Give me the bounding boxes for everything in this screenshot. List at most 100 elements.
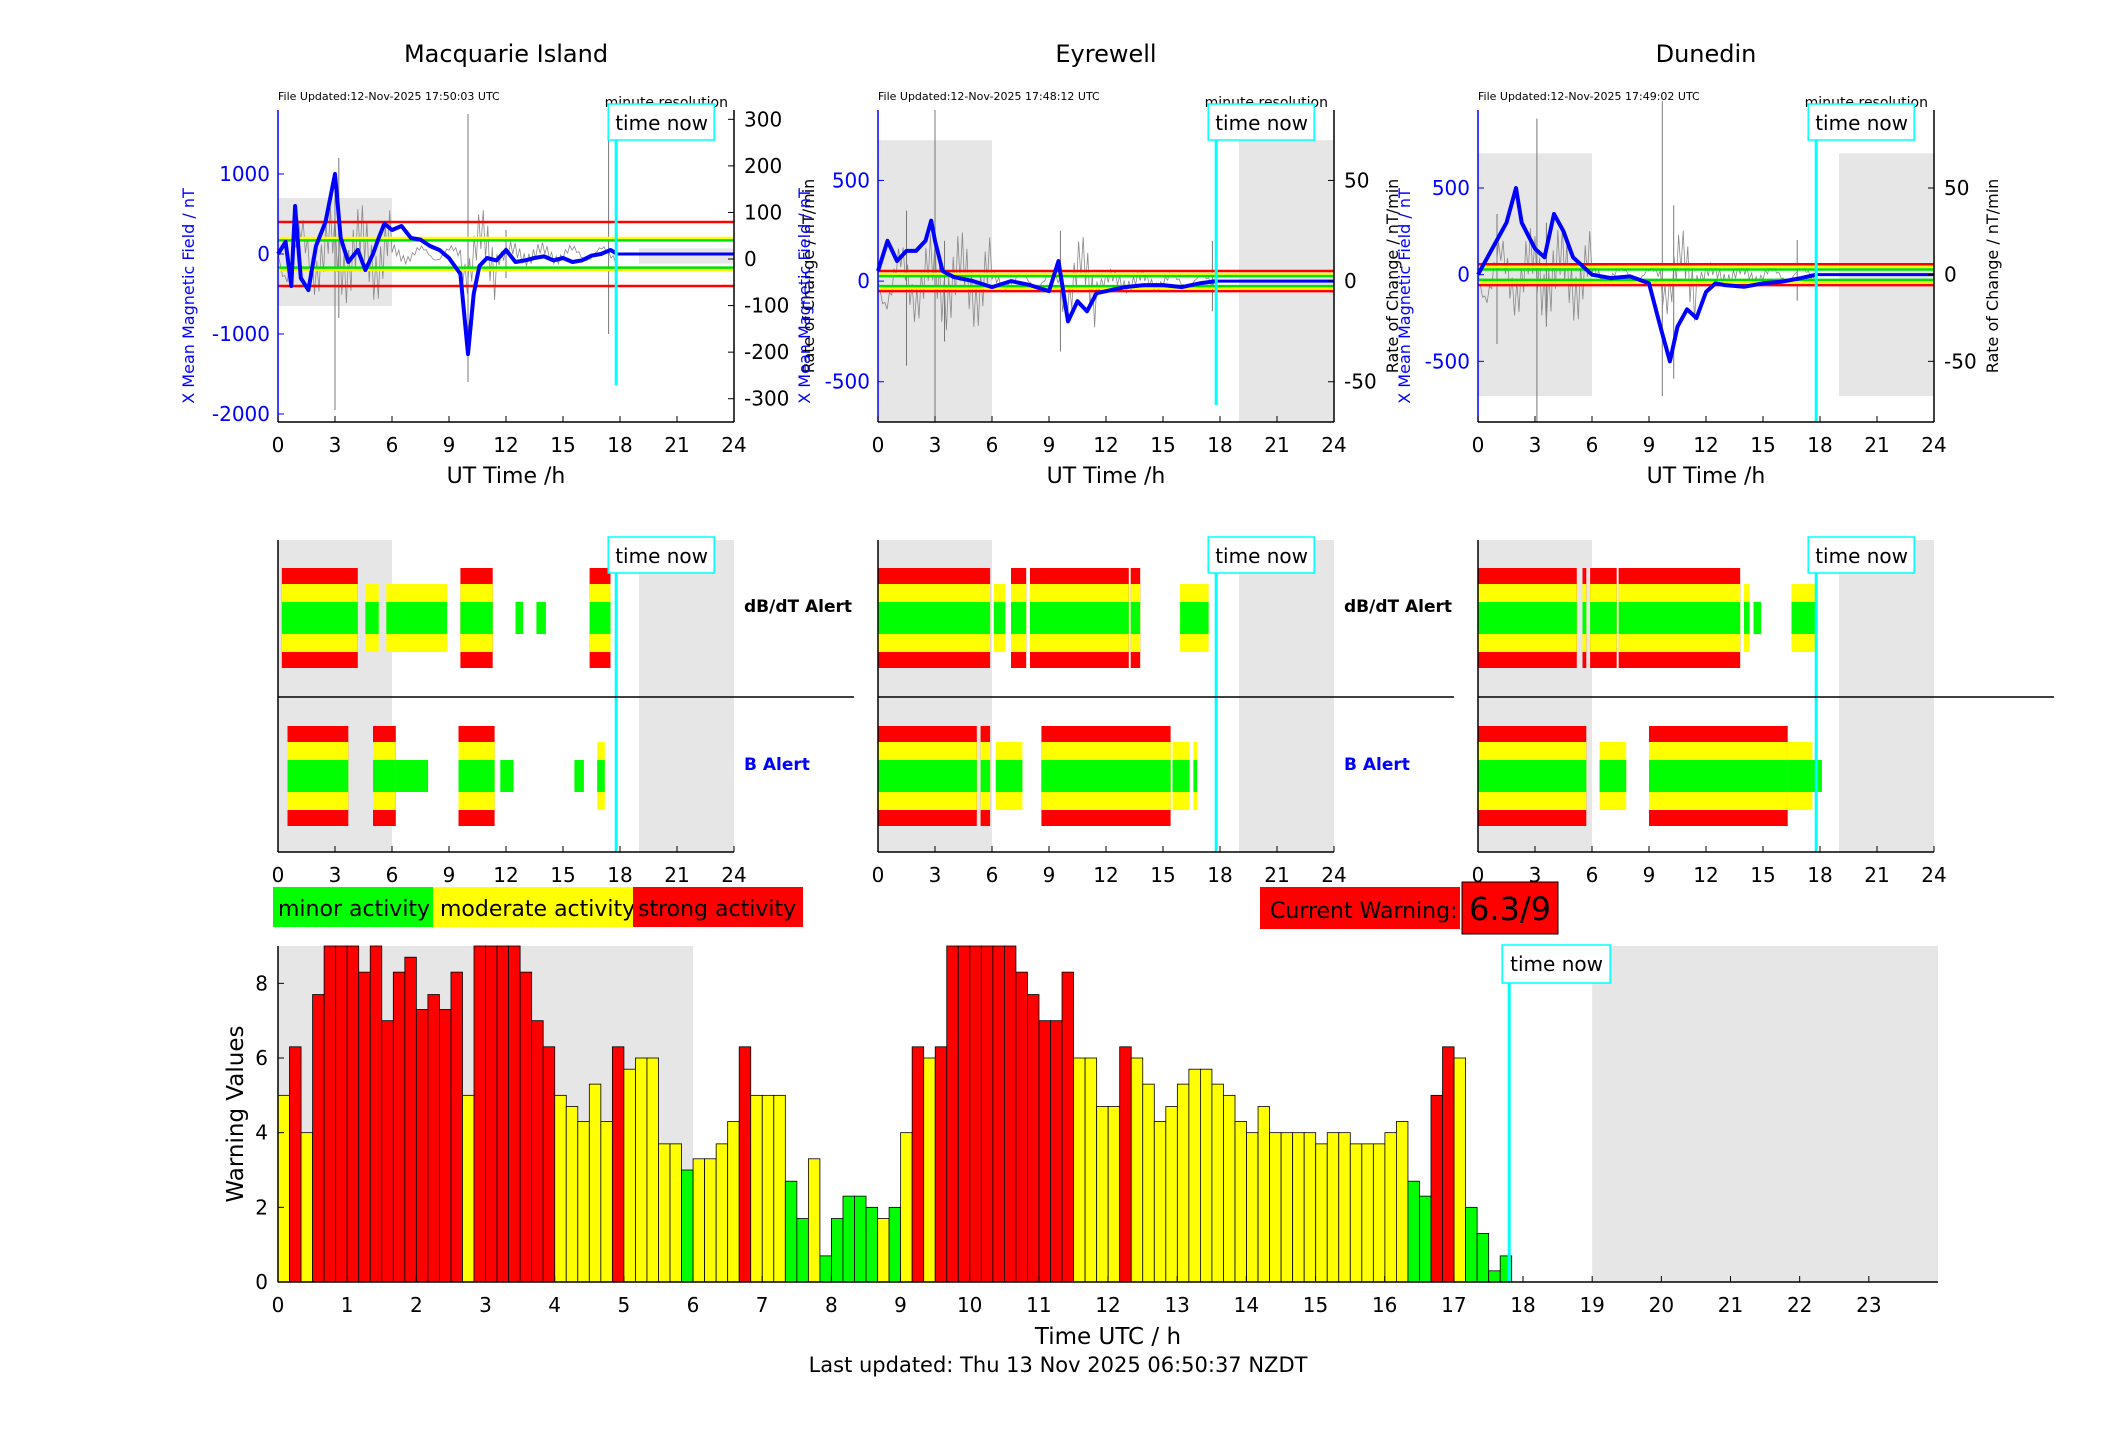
x-tick-label: 18: [607, 863, 632, 887]
file-updated-text: File Updated:12-Nov-2025 17:50:03 UTC: [278, 90, 500, 103]
right-tick-label: -200: [744, 340, 789, 364]
station-title: Macquarie Island: [404, 40, 608, 68]
x-tick-label: 9: [1643, 433, 1656, 457]
x-tick-label: 6: [687, 1293, 700, 1317]
b-minor-bar: [878, 760, 977, 792]
warning-bar: [761, 1094, 775, 1283]
b-minor-bar: [1478, 760, 1587, 792]
time-now-label: time now: [1510, 952, 1603, 976]
time-now-box: [1807, 536, 1915, 574]
field-series-line: [276, 172, 618, 356]
warning-bar: [542, 1046, 556, 1283]
file-updated-text: File Updated:12-Nov-2025 17:49:02 UTC: [1478, 90, 1700, 103]
warning-bar: [934, 1046, 948, 1283]
x-tick-label: 0: [872, 433, 885, 457]
x-tick-label: 23: [1856, 1293, 1881, 1317]
x-tick-label: 6: [986, 433, 999, 457]
left-tick-label: 0: [857, 269, 870, 293]
warning-bar: [969, 945, 982, 1283]
warning-bar: [923, 1057, 936, 1283]
b-minor-bar: [980, 760, 991, 792]
x-tick-label: 0: [1472, 863, 1485, 887]
time-now-box: [1207, 103, 1315, 141]
warning-bar: [1280, 1132, 1294, 1283]
station-field-plots: Macquarie Island File Updated:12-Nov-2025…: [179, 40, 2002, 489]
x-tick-label: 21: [1864, 863, 1889, 887]
current-warning: Current Warning: 6.3/9: [1260, 881, 1559, 935]
x-tick-label: 15: [1150, 433, 1175, 457]
b-alert-label: B Alert: [1344, 755, 1410, 775]
x-tick-label: 20: [1649, 1293, 1674, 1317]
x-tick-label: 11: [1026, 1293, 1051, 1317]
x-tick-label: 9: [443, 863, 456, 887]
legend-minor-swatch: [273, 887, 433, 927]
b-minor-bar: [574, 760, 584, 792]
x-tick-label: 21: [1864, 433, 1889, 457]
warning-bar: [1165, 1106, 1178, 1283]
x-tick-label: 21: [664, 863, 689, 887]
x-tick-label: 10: [957, 1293, 982, 1317]
last-updated: Last updated: Thu 13 Nov 2025 06:50:37 N…: [809, 1353, 1308, 1377]
warning-bar: [381, 1020, 394, 1283]
x-tick-label: 3: [1529, 433, 1542, 457]
b-minor-bar: [1193, 760, 1198, 792]
warning-bar: [992, 945, 1005, 1283]
x-axis-label: Time UTC / h: [1034, 1324, 1181, 1350]
y-tick-label: 2: [255, 1195, 268, 1219]
time-now-label: time now: [1215, 111, 1308, 135]
warning-bar: [312, 994, 325, 1283]
right-tick-label: -50: [1344, 370, 1377, 394]
warning-bar: [1107, 1106, 1121, 1283]
warning-bar: [1315, 1143, 1328, 1283]
legend-moderate-swatch: [433, 887, 633, 927]
x-tick-label: 18: [1207, 863, 1232, 887]
left-tick-label: -1000: [212, 322, 270, 346]
warning-bar: [658, 1143, 671, 1283]
x-tick-label: 21: [664, 433, 689, 457]
warning-bar: [1396, 1121, 1409, 1283]
station-title: Eyrewell: [1055, 40, 1156, 68]
warning-bar: [854, 1195, 867, 1283]
x-tick-label: 21: [1264, 433, 1289, 457]
x-tick-label: 15: [550, 433, 575, 457]
right-tick-label: 50: [1944, 176, 1969, 200]
right-tick-label: -100: [744, 294, 789, 318]
warning-bar: [335, 945, 348, 1283]
warning-bar: [1176, 1083, 1190, 1283]
x-tick-label: 0: [272, 863, 285, 887]
right-tick-label: 200: [744, 154, 782, 178]
warning-bar: [485, 945, 498, 1283]
x-tick-label: 13: [1164, 1293, 1189, 1317]
x-axis-label: UT Time /h: [447, 464, 566, 489]
warning-bar: [600, 1121, 613, 1283]
warning-bar: [750, 1094, 763, 1283]
warning-bar: [1050, 1020, 1063, 1283]
x-tick-label: 6: [986, 863, 999, 887]
x-tick-label: 6: [386, 433, 399, 457]
right-tick-label: 0: [744, 247, 757, 271]
left-tick-label: -500: [1425, 349, 1470, 373]
warning-bar: [1488, 1270, 1501, 1283]
left-axis-label: X Mean Magnetic Field / nT: [1395, 188, 1414, 404]
warning-bar: [1372, 1143, 1386, 1283]
b-minor-bar: [995, 760, 1023, 792]
warning-bar: [508, 945, 521, 1283]
x-tick-label: 4: [548, 1293, 561, 1317]
dbdt-minor-bar: [536, 602, 546, 634]
warning-bar: [807, 1158, 821, 1283]
x-tick-label: 3: [929, 433, 942, 457]
warning-bar: [1200, 1068, 1213, 1283]
dbdt-minor-bar: [1744, 602, 1750, 634]
dbdt-minor-bar: [1011, 602, 1027, 634]
dbdt-minor-bar: [1590, 602, 1617, 634]
x-tick-label: 6: [1586, 433, 1599, 457]
dbdt-minor-bar: [1478, 602, 1577, 634]
warning-bar: [1027, 994, 1040, 1283]
x-tick-label: 2: [410, 1293, 423, 1317]
warning-bar: [427, 994, 440, 1283]
time-now-box: [1501, 944, 1611, 984]
x-tick-label: 0: [872, 863, 885, 887]
warning-bar: [323, 945, 337, 1283]
alert-panel-2: time now 0 3 6 9 12 15 18 21 24: [1472, 536, 2054, 887]
